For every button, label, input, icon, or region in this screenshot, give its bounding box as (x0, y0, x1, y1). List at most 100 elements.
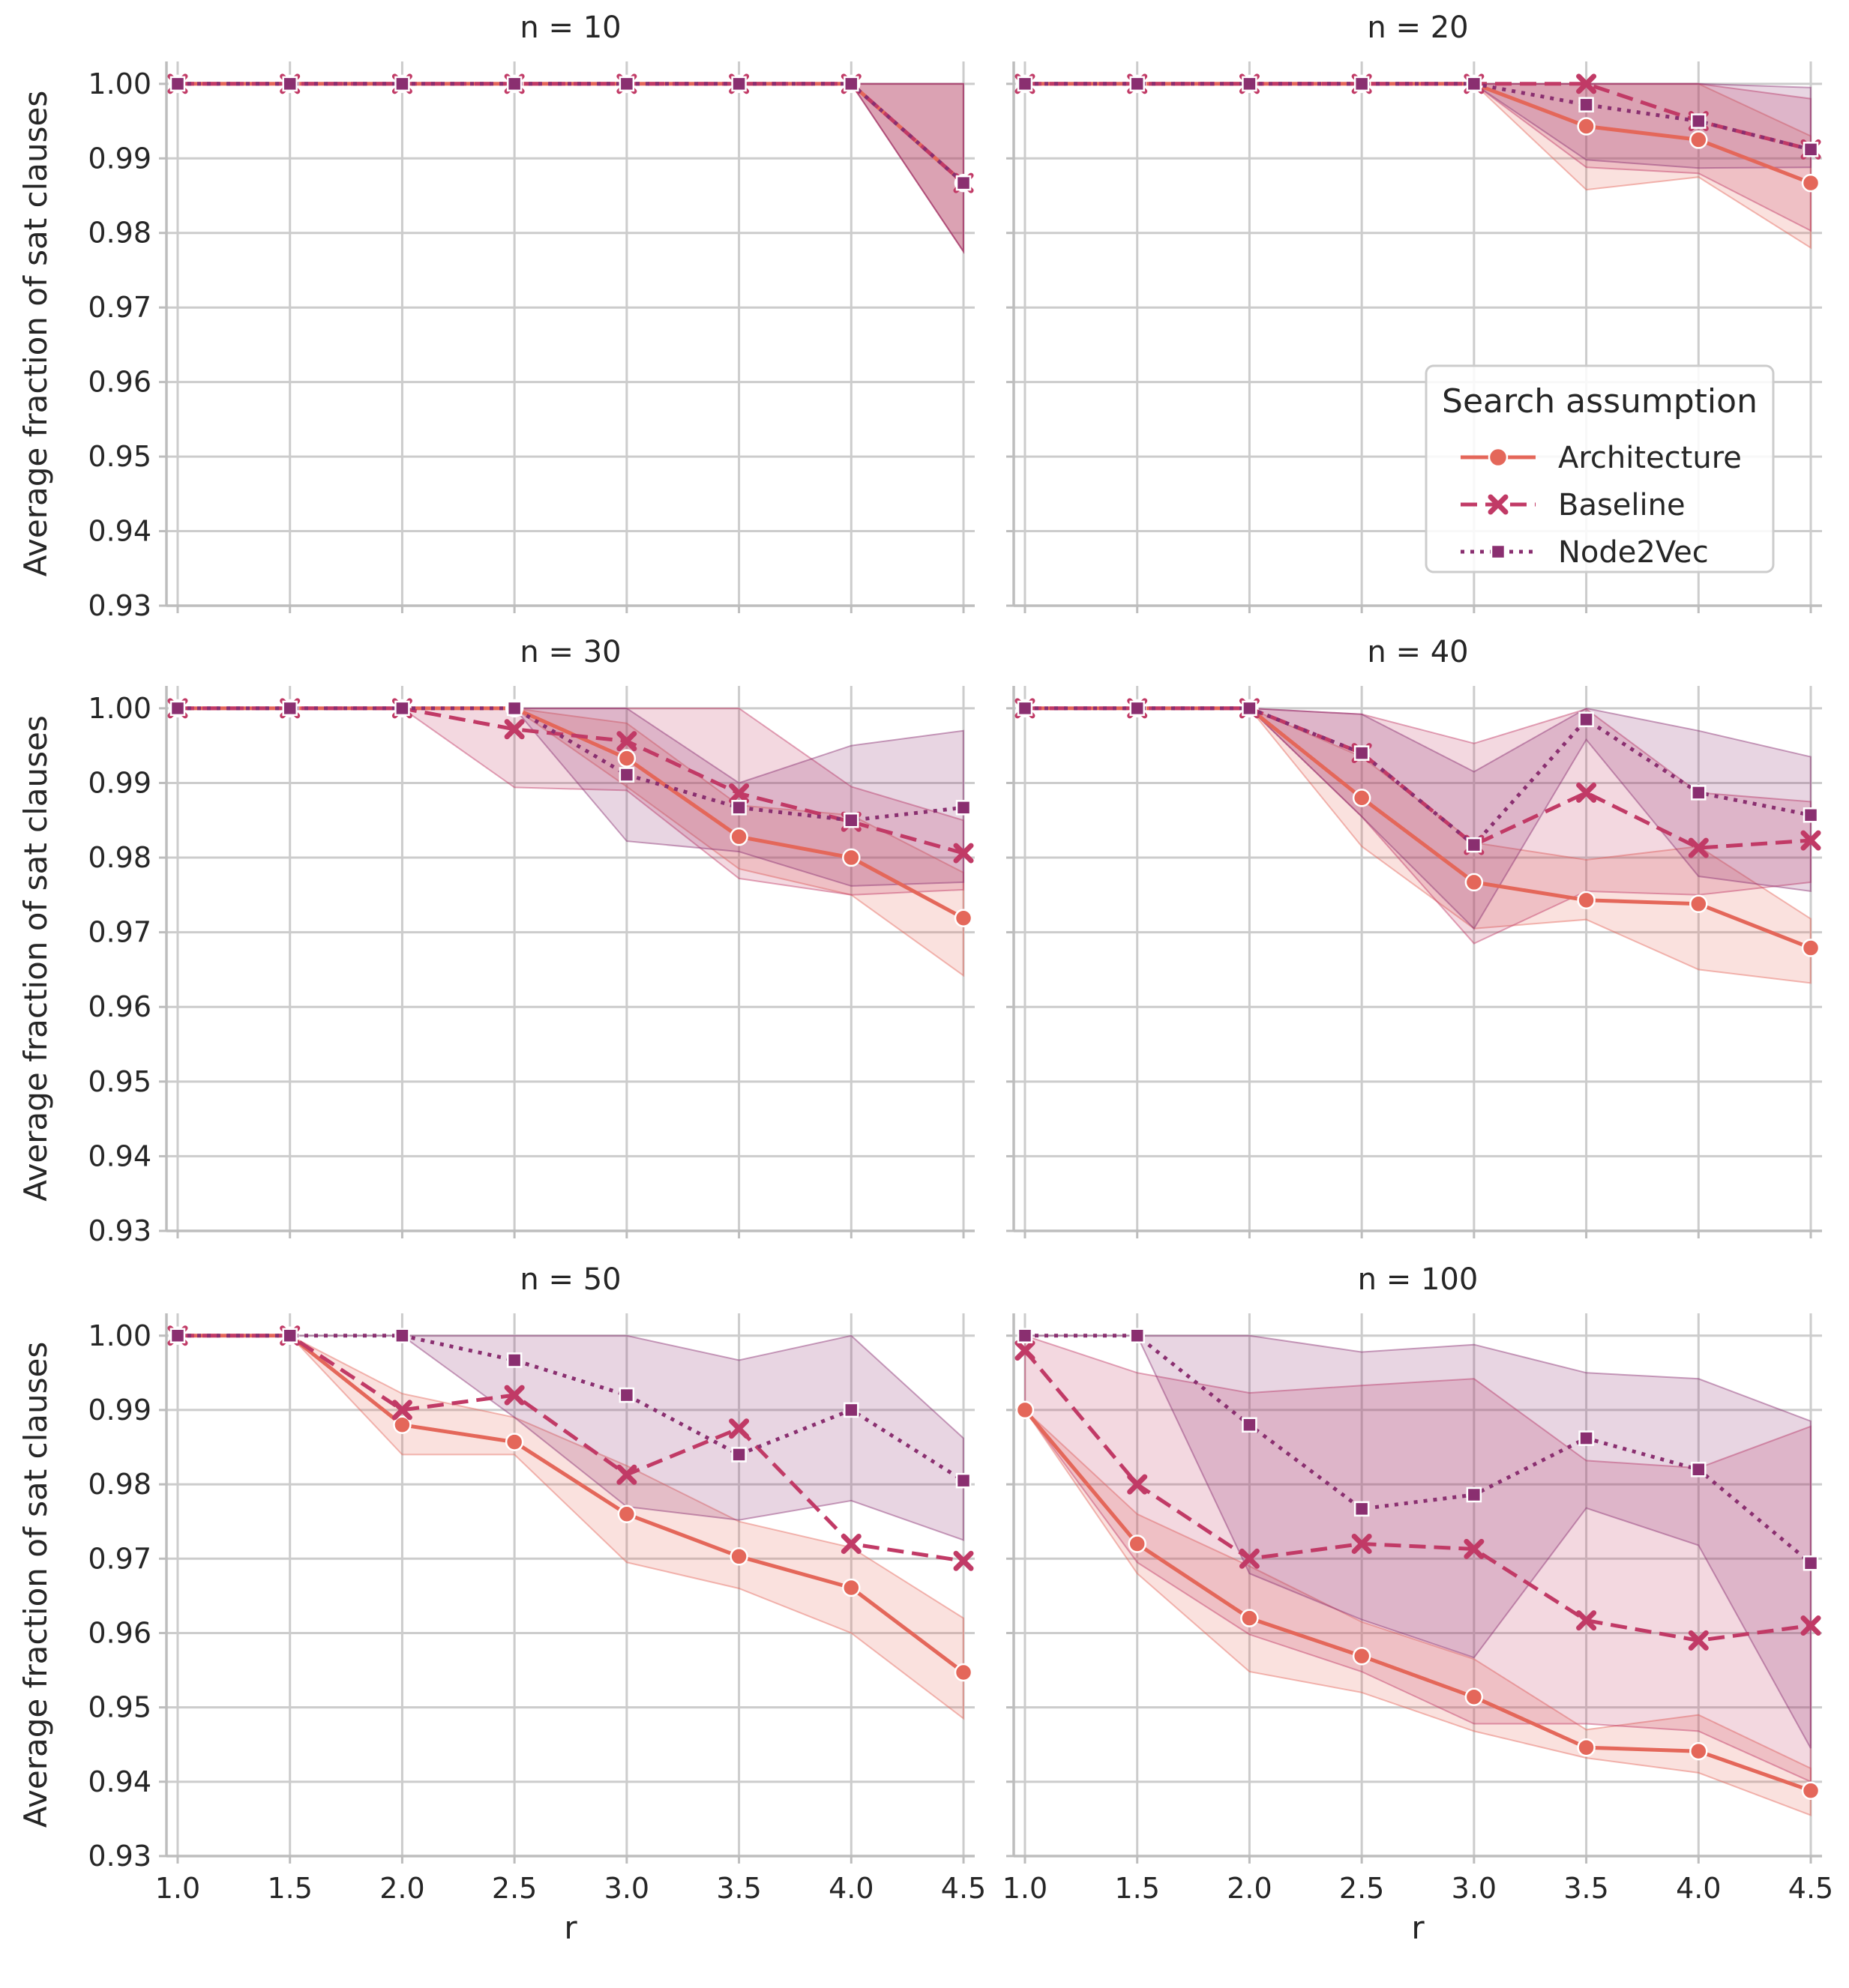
data-point-node2vec (506, 1352, 523, 1368)
data-point-architecture (1352, 1646, 1371, 1666)
legend-label: Node2Vec (1558, 535, 1709, 570)
series-line-baseline (1023, 1349, 1812, 1642)
data-point-architecture (842, 848, 861, 867)
series-line-baseline (178, 706, 964, 855)
data-point-architecture (730, 1547, 748, 1566)
data-point-node2vec (1353, 745, 1370, 761)
y-tick-label: 0.93 (88, 1840, 151, 1873)
data-point-architecture (617, 749, 637, 768)
data-point-node2vec (1803, 142, 1819, 157)
band-node2vec (1025, 1334, 1812, 1749)
data-point-baseline (1014, 1340, 1035, 1361)
data-point-node2vec (1803, 807, 1819, 823)
panel-title: n = 20 (1367, 10, 1468, 45)
data-point-node2vec (1691, 113, 1707, 129)
band-node2vec (1025, 707, 1812, 930)
data-point-baseline (953, 843, 974, 864)
data-point-node2vec (731, 1447, 747, 1463)
data-point-node2vec (1017, 1328, 1033, 1344)
x-axis-title: r (564, 1909, 577, 1946)
legend-marker-square (1490, 543, 1506, 560)
data-point-architecture (1015, 1400, 1035, 1420)
y-tick-label: 1.00 (88, 67, 151, 100)
data-point-baseline (1688, 1630, 1709, 1651)
data-point-node2vec (1129, 1328, 1145, 1344)
panel-50: 0.93 0.94 0.95 0.96 0.97 0.98 0.99 1.00 Average … (17, 1262, 986, 1946)
band-node2vec (178, 1334, 964, 1541)
panel-30: 0.93 0.94 0.95 0.96 0.97 0.98 0.99 1.00 Average … (17, 635, 975, 1247)
y-tick-label: 0.97 (88, 1542, 151, 1575)
series-line-baseline (178, 1334, 964, 1563)
data-point-architecture (954, 909, 973, 927)
data-point-architecture (1352, 789, 1371, 807)
data-point-architecture (1577, 117, 1596, 136)
x-tick-label: 1.5 (1114, 1872, 1159, 1905)
panel-100: 1.0 1.5 2.0 2.5 3.0 3.5 4.0 4.5 r n = 100 (1002, 1262, 1833, 1946)
data-point-node2vec (619, 767, 635, 783)
data-point-architecture (1801, 173, 1821, 193)
series-line-architecture (178, 1334, 965, 1674)
data-point-baseline (1800, 1615, 1821, 1636)
x-tick-label: 1.0 (1002, 1872, 1047, 1905)
panel-title: n = 50 (520, 1262, 621, 1297)
y-tick-label: 0.95 (88, 1691, 151, 1724)
data-point-baseline (616, 731, 637, 752)
data-point-node2vec (1803, 1555, 1819, 1571)
data-point-node2vec (955, 1472, 972, 1489)
x-tick-label: 3.5 (1563, 1872, 1608, 1905)
data-point-node2vec (955, 800, 972, 816)
data-point-node2vec (1129, 76, 1145, 92)
data-point-node2vec (1578, 711, 1594, 728)
data-point-baseline (1351, 1533, 1372, 1554)
data-point-baseline (953, 1550, 974, 1571)
data-point-node2vec (1353, 76, 1370, 92)
series-line-baseline (1025, 82, 1812, 151)
band-architecture (178, 82, 964, 254)
y-tick-label: 0.97 (88, 916, 151, 949)
data-point-node2vec (394, 76, 410, 92)
y-tick-label: 0.95 (88, 440, 151, 473)
legend-title: Search assumption (1442, 382, 1758, 421)
data-point-node2vec (1578, 97, 1594, 112)
data-point-node2vec (731, 76, 747, 92)
data-point-architecture (393, 1415, 412, 1435)
panel-title: n = 40 (1367, 635, 1468, 669)
data-point-node2vec (1466, 76, 1482, 92)
legend-box (1425, 364, 1775, 573)
y-tick-label: 0.93 (88, 589, 151, 622)
data-point-node2vec (844, 76, 859, 92)
y-tick-label: 0.94 (88, 515, 151, 548)
data-point-baseline (729, 783, 750, 804)
legend-marker-circle (1488, 447, 1509, 468)
data-point-node2vec (731, 800, 747, 816)
data-point-node2vec (169, 76, 186, 92)
panel-title: n = 30 (520, 635, 621, 669)
x-tick-label: 3.0 (1452, 1872, 1497, 1905)
y-tick-label: 0.99 (88, 1394, 151, 1427)
data-point-architecture (1801, 939, 1821, 957)
data-point-node2vec (1466, 1487, 1482, 1503)
y-axis-title: Average fraction of sat clauses (17, 1342, 54, 1828)
data-point-node2vec (1691, 785, 1707, 801)
legend: Search assumption Architecture Baseline Nod… (1425, 364, 1775, 573)
data-point-node2vec (1353, 1501, 1370, 1517)
grid (1014, 1313, 1822, 1858)
series-line-node2vec (1025, 82, 1812, 151)
y-tick-label: 0.99 (88, 142, 151, 175)
data-point-baseline (1800, 830, 1821, 851)
series-line-baseline (178, 82, 965, 184)
grid (166, 61, 975, 607)
data-point-node2vec (506, 76, 523, 92)
panel-40: n = 40 (1006, 635, 1822, 1238)
y-tick-label: 0.95 (88, 1065, 151, 1098)
series-line-node2vec (178, 706, 964, 822)
x-tick-label: 1.5 (267, 1872, 312, 1905)
series-line-architecture (1023, 1409, 1812, 1793)
data-point-node2vec (1129, 700, 1145, 717)
y-tick-label: 1.00 (88, 692, 151, 725)
data-point-architecture (1577, 891, 1596, 910)
data-point-node2vec (619, 1387, 635, 1403)
data-point-baseline (616, 1464, 637, 1485)
data-point-node2vec (844, 813, 859, 828)
